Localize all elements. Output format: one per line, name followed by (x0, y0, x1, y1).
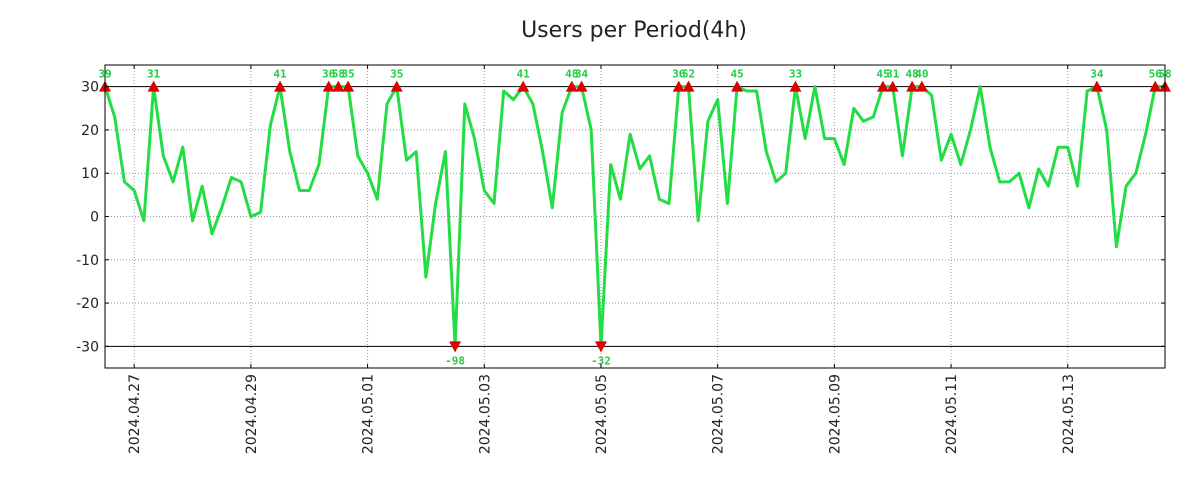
overflow-marker (575, 80, 588, 92)
overflow-marker (390, 80, 403, 92)
overflow-marker (1149, 80, 1162, 92)
y-axis-ticks: 30 20 10 0 -10 -20 -30 (76, 80, 1165, 355)
point-value-label: 35 (341, 68, 354, 81)
overflow-marker (906, 80, 919, 92)
point-value-label: 56 (1149, 68, 1163, 81)
overflow-marker (886, 80, 899, 92)
point-value-label: 33 (789, 68, 802, 81)
overflow-marker (565, 80, 578, 92)
point-value-label: 31 (886, 68, 900, 81)
overflow-marker (876, 80, 889, 92)
y-tick-label: 30 (81, 80, 99, 96)
point-value-label: 48 (565, 68, 578, 81)
x-tick-label: 2024.04.27 (127, 374, 143, 454)
y-tick-label: 0 (90, 210, 99, 226)
overflow-marker (672, 80, 685, 92)
y-tick-label: -30 (76, 339, 99, 355)
x-tick-label: 2024.05.09 (827, 374, 843, 454)
overflow-marker (517, 80, 530, 92)
point-value-label: 48 (906, 68, 919, 81)
x-tick-label: 2024.04.29 (244, 374, 260, 454)
x-tick-label: 2024.05.01 (361, 374, 377, 454)
overflow-marker (915, 80, 928, 92)
point-value-label: 31 (147, 68, 161, 81)
overflow-marker (332, 80, 345, 92)
overflow-marker (789, 80, 802, 92)
x-tick-label: 2024.05.05 (594, 374, 610, 454)
point-value-label: 35 (390, 68, 403, 81)
grid-lines (105, 65, 1165, 368)
series-line-users (103, 85, 1165, 348)
overflow-marker (274, 80, 287, 92)
underflow-marker (449, 341, 462, 353)
x-tick-label: 2024.05.03 (477, 374, 493, 454)
series-layer (103, 85, 1165, 348)
overflow-marker (682, 80, 695, 92)
point-value-label: -32 (591, 354, 611, 367)
point-value-label: 36 (672, 68, 686, 81)
point-value-label: 41 (517, 68, 531, 81)
x-axis-ticks: 2024.04.27 2024.04.29 2024.05.01 2024.05.03… (127, 65, 1077, 454)
point-value-label: 45 (730, 68, 743, 81)
overflow-marker (731, 80, 744, 92)
marker-layer (99, 80, 1171, 353)
x-tick-label: 2024.05.11 (944, 374, 960, 454)
overflow-marker (342, 80, 355, 92)
y-tick-label: -20 (76, 296, 99, 312)
chart-title: Users per Period(4h) (521, 18, 747, 43)
overflow-marker (1090, 80, 1103, 92)
overflow-marker (147, 80, 160, 92)
underflow-marker (594, 341, 607, 353)
y-tick-label: -10 (76, 253, 99, 269)
y-tick-label: 20 (81, 123, 99, 139)
y-tick-label: 10 (81, 166, 99, 182)
point-value-label: 36 (322, 68, 336, 81)
point-value-label: 58 (332, 68, 345, 81)
overflow-marker (322, 80, 335, 92)
point-value-label: -98 (445, 354, 465, 367)
point-value-label: 34 (1090, 68, 1104, 81)
point-value-label: 45 (876, 68, 889, 81)
x-tick-label: 2024.05.07 (711, 374, 727, 454)
x-tick-label: 2024.05.13 (1061, 374, 1077, 454)
point-value-label: 34 (575, 68, 589, 81)
point-value-label: 40 (915, 68, 928, 81)
point-value-label: 41 (273, 68, 287, 81)
point-value-label: 52 (682, 68, 695, 81)
